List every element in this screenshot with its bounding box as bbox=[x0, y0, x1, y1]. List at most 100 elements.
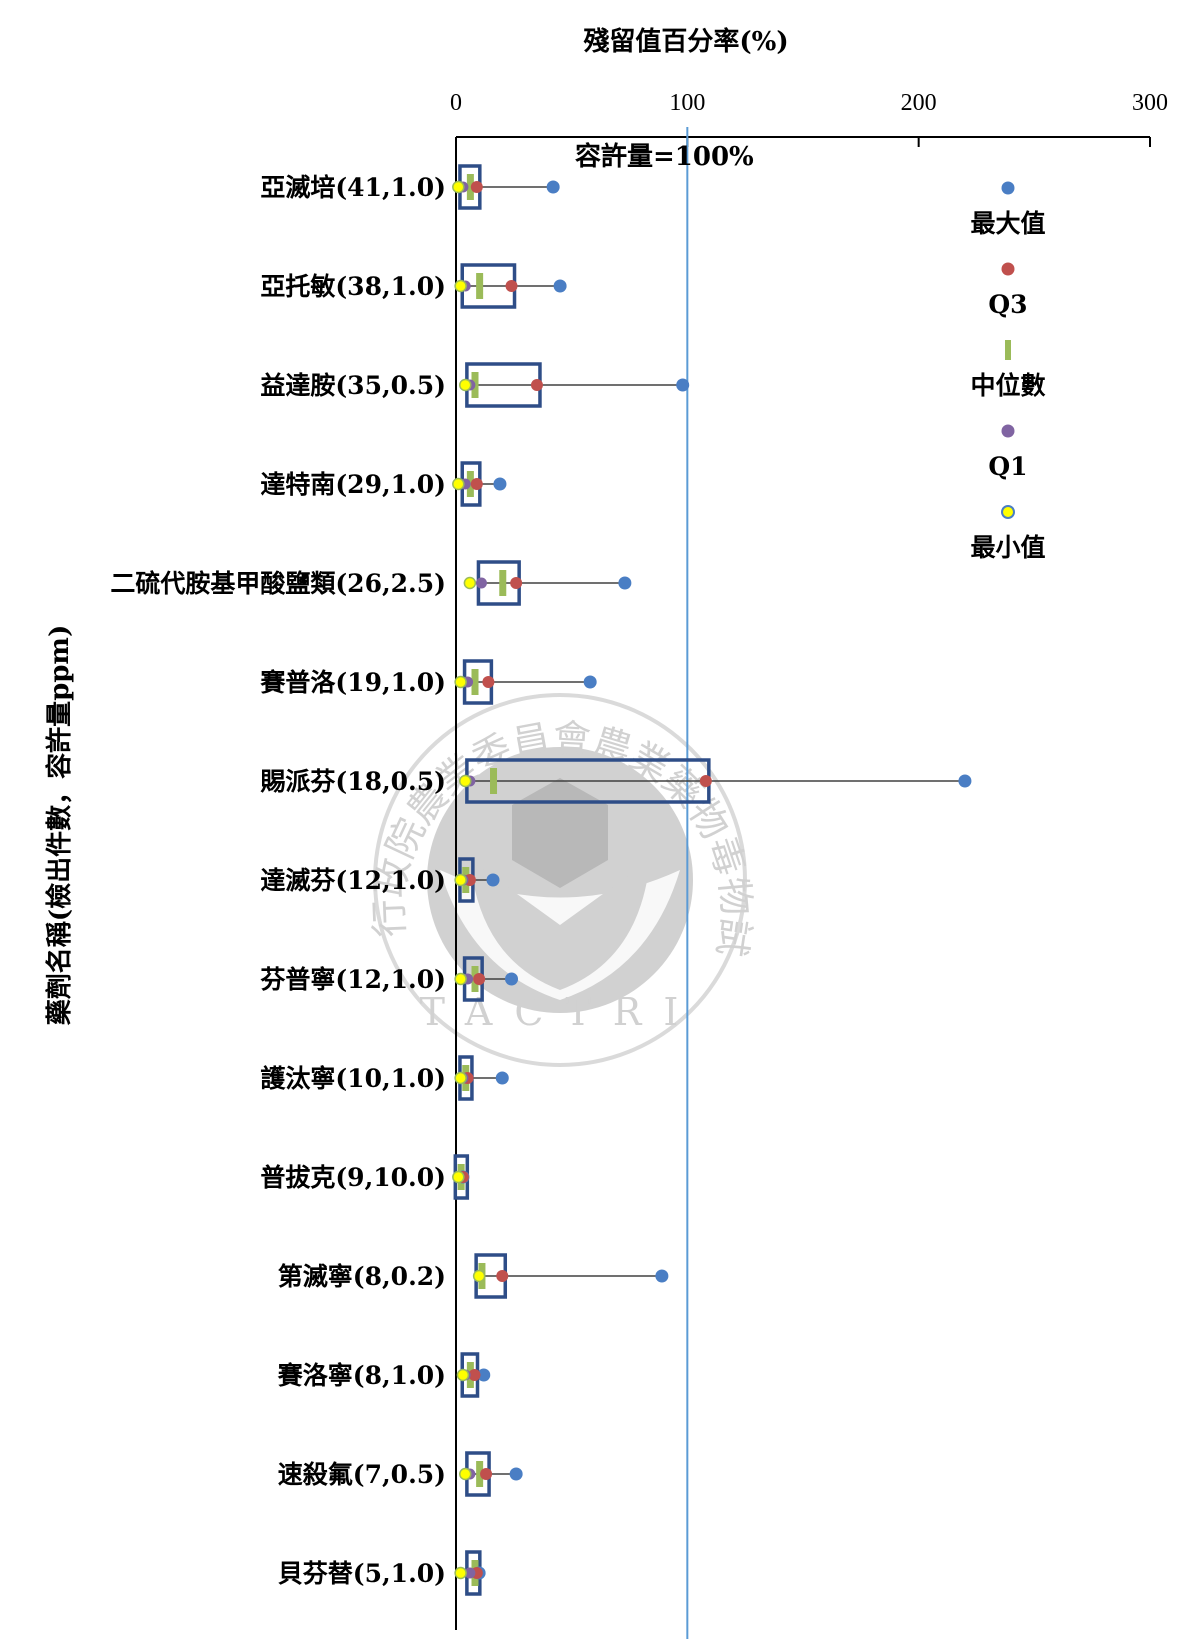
box-row: 達特南(29,1.0) bbox=[260, 461, 507, 507]
category-label: 普拔克(9,10.0) bbox=[260, 1163, 446, 1192]
min-point bbox=[454, 279, 467, 293]
legend-marker bbox=[1001, 181, 1015, 195]
q1-point bbox=[464, 1567, 476, 1579]
max-point bbox=[486, 873, 500, 887]
x-tick-label: 300 bbox=[1132, 90, 1168, 116]
category-label: 益達胺(35,0.5) bbox=[260, 371, 446, 400]
legend: 最大值 Q3 中位數 Q1 最小值 bbox=[970, 181, 1046, 562]
reference-line-label: 容許量=100% bbox=[575, 141, 754, 172]
box-plot-series: 亞滅培(41,1.0) 亞托敏(38,1.0) 益達胺(35,0.5) 達特南(29,… bbox=[110, 164, 972, 1596]
category-label: 第滅寧(8,0.2) bbox=[278, 1262, 446, 1291]
box-row: 第滅寧(8,0.2) bbox=[278, 1253, 669, 1299]
category-label: 賽普洛(19,1.0) bbox=[259, 668, 446, 697]
max-point bbox=[505, 972, 519, 986]
y-axis-title: 藥劑名稱(檢出件數，容許量ppm) bbox=[44, 625, 75, 1026]
box-row: 益達胺(35,0.5) bbox=[260, 362, 690, 408]
min-point bbox=[452, 180, 465, 194]
box-row: 芬普寧(12,1.0) bbox=[260, 956, 519, 1002]
min-point bbox=[454, 675, 467, 689]
legend-label: Q1 bbox=[988, 452, 1027, 481]
q3-point bbox=[470, 181, 483, 193]
box-row: 普拔克(9,10.0) bbox=[260, 1154, 470, 1200]
legend-label: Q3 bbox=[988, 290, 1027, 319]
legend-label: 最小值 bbox=[970, 533, 1045, 562]
median-mark bbox=[490, 768, 498, 794]
box-row: 賽洛寧(8,1.0) bbox=[277, 1352, 491, 1398]
max-point bbox=[493, 477, 507, 491]
legend-label: 中位數 bbox=[970, 371, 1045, 400]
max-point bbox=[676, 378, 690, 392]
q3-point bbox=[510, 577, 523, 589]
min-point bbox=[472, 1269, 486, 1283]
watermark-initials: TACTRI bbox=[420, 990, 701, 1034]
box-row: 護汰寧(10,1.0) bbox=[260, 1055, 509, 1101]
legend-marker bbox=[1005, 340, 1011, 360]
min-point bbox=[459, 774, 472, 788]
category-label: 亞滅培(41,1.0) bbox=[260, 173, 446, 202]
median-mark bbox=[466, 174, 474, 200]
median-mark bbox=[476, 1461, 484, 1487]
max-point bbox=[553, 279, 567, 293]
x-tick-label: 0 bbox=[450, 90, 462, 116]
median-mark bbox=[476, 273, 484, 299]
min-point bbox=[454, 972, 467, 986]
median-mark bbox=[499, 570, 507, 596]
x-tick-label: 100 bbox=[669, 90, 705, 116]
min-point bbox=[454, 873, 467, 887]
max-point bbox=[655, 1269, 669, 1283]
category-label: 賜派芬(18,0.5) bbox=[260, 767, 446, 796]
box-row: 亞托敏(38,1.0) bbox=[260, 263, 567, 309]
q3-point bbox=[530, 379, 543, 391]
category-label: 達滅芬(12,1.0) bbox=[260, 866, 446, 895]
legend-marker bbox=[1001, 424, 1015, 438]
x-axis-ticks: 0 100 200 300 bbox=[450, 90, 1168, 147]
category-label: 亞托敏(38,1.0) bbox=[260, 272, 446, 301]
box-row: 賽普洛(19,1.0) bbox=[259, 659, 597, 705]
min-point bbox=[459, 1467, 472, 1481]
min-point bbox=[452, 1170, 465, 1184]
max-point bbox=[546, 180, 560, 194]
max-point bbox=[958, 774, 972, 788]
box-row: 賜派芬(18,0.5) bbox=[260, 758, 972, 804]
q3-point bbox=[482, 676, 495, 688]
min-point bbox=[454, 1566, 467, 1580]
box-row: 速殺氟(7,0.5) bbox=[278, 1451, 523, 1497]
q3-point bbox=[468, 1369, 481, 1381]
category-label: 二硫代胺基甲酸鹽類(26,2.5) bbox=[110, 569, 446, 598]
min-point bbox=[463, 576, 477, 590]
box-row: 亞滅培(41,1.0) bbox=[260, 164, 560, 210]
q3-point bbox=[699, 775, 712, 787]
median-mark bbox=[471, 669, 479, 695]
max-point bbox=[477, 1368, 491, 1382]
q1-point bbox=[475, 577, 487, 589]
max-point bbox=[618, 576, 632, 590]
q3-point bbox=[473, 973, 486, 985]
category-label: 達特南(29,1.0) bbox=[260, 470, 446, 499]
x-axis-title: 殘留值百分率(%) bbox=[583, 26, 788, 57]
min-point bbox=[456, 1368, 470, 1382]
q3-point bbox=[496, 1270, 509, 1282]
q3-point bbox=[470, 478, 483, 490]
min-point bbox=[454, 1071, 467, 1085]
q3-point bbox=[480, 1468, 493, 1480]
min-point bbox=[459, 378, 472, 392]
legend-label: 最大值 bbox=[970, 209, 1045, 238]
reference-line-group: 容許量=100% bbox=[575, 127, 754, 1639]
box-row: 貝芬替(5,1.0) bbox=[278, 1550, 486, 1596]
category-label: 速殺氟(7,0.5) bbox=[278, 1460, 446, 1489]
legend-marker bbox=[1001, 262, 1015, 276]
min-point bbox=[452, 477, 465, 491]
q3-point bbox=[505, 280, 518, 292]
max-point bbox=[495, 1071, 509, 1085]
category-label: 芬普寧(12,1.0) bbox=[260, 965, 446, 994]
category-label: 護汰寧(10,1.0) bbox=[260, 1064, 446, 1093]
x-tick-label: 200 bbox=[901, 90, 937, 116]
box-row: 二硫代胺基甲酸鹽類(26,2.5) bbox=[110, 560, 632, 606]
box-row: 達滅芬(12,1.0) bbox=[260, 857, 500, 903]
max-point bbox=[583, 675, 597, 689]
legend-marker bbox=[1001, 505, 1015, 519]
category-label: 貝芬替(5,1.0) bbox=[278, 1559, 446, 1588]
max-point bbox=[509, 1467, 523, 1481]
category-label: 賽洛寧(8,1.0) bbox=[277, 1361, 446, 1390]
